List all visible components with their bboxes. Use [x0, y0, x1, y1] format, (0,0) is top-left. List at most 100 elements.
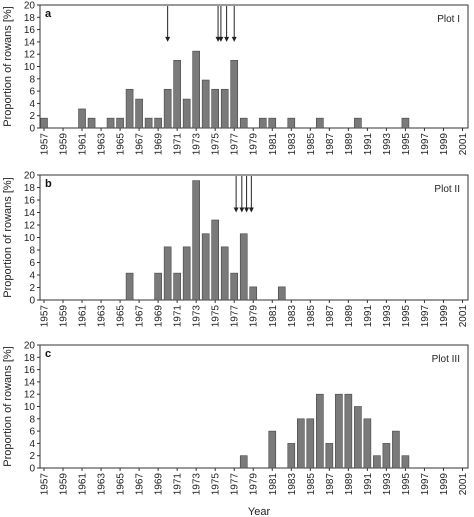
panel-letter: c	[45, 348, 51, 360]
y-tick-label: 0	[29, 464, 35, 475]
bar-1962	[87, 117, 96, 129]
y-tick-label: 20	[24, 171, 36, 182]
x-tick-label: 1993	[382, 133, 393, 156]
arrow-head	[165, 36, 171, 42]
x-tick-label: 1979	[249, 473, 260, 496]
y-tick-label: 0	[29, 296, 35, 307]
y-tick-label: 12	[24, 221, 36, 232]
bar-1957	[40, 117, 48, 129]
x-tick-label: 1973	[192, 133, 203, 156]
y-tick-label: 18	[24, 183, 36, 194]
bar-1964	[106, 117, 115, 129]
x-tick-label: 1991	[363, 133, 374, 156]
bar-1976	[220, 88, 229, 129]
bar-1980	[258, 117, 267, 129]
bar-1981	[268, 117, 277, 129]
x-tick-label: 1995	[401, 473, 412, 496]
bar-1994	[392, 430, 400, 469]
plot-label: Plot I	[437, 14, 460, 25]
x-tick-label: 1967	[135, 305, 146, 328]
x-tick-label: 1961	[78, 305, 89, 328]
y-tick-label: 18	[24, 13, 36, 24]
bar-1971	[173, 60, 181, 129]
y-tick-label: 14	[24, 377, 36, 388]
arrow-head	[248, 207, 254, 213]
bar-1966	[125, 272, 134, 301]
x-tick-label: 1967	[135, 473, 146, 496]
y-tick-label: 20	[24, 1, 36, 12]
y-tick-label: 2	[29, 111, 35, 122]
x-axis-label: Year	[248, 506, 271, 517]
x-tick-label: 1991	[363, 473, 374, 496]
arrow-head	[218, 36, 224, 42]
x-tick-label: 1995	[401, 305, 412, 328]
x-tick-label: 1969	[154, 473, 165, 496]
x-tick-label: 1989	[344, 305, 355, 328]
y-tick-label: 16	[24, 196, 36, 207]
bar-1983	[287, 117, 296, 129]
x-tick-label: 1971	[173, 305, 184, 328]
x-tick-label: 1979	[249, 133, 260, 156]
x-tick-label: 1963	[97, 133, 108, 156]
plot-label: Plot II	[434, 184, 460, 195]
x-tick-label: 1969	[154, 133, 165, 156]
x-tick-label: 1981	[268, 305, 279, 328]
x-tick-label: 1991	[363, 305, 374, 328]
y-axis-label: Proportion of rowans [%]	[2, 177, 14, 297]
bar-1982	[277, 286, 286, 301]
x-tick-label: 1965	[116, 133, 127, 156]
plot-frame	[39, 4, 469, 129]
x-tick-label: 1989	[344, 473, 355, 496]
y-tick-label: 6	[29, 427, 35, 438]
x-tick-label: 1965	[116, 305, 127, 328]
arrow-head	[239, 207, 245, 213]
x-tick-label: 1977	[230, 473, 241, 496]
bar-1977	[230, 272, 239, 301]
x-tick-label: 1997	[420, 133, 431, 156]
bar-1975	[211, 219, 219, 301]
y-tick-label: 16	[24, 25, 36, 36]
y-tick-label: 10	[24, 233, 36, 244]
bar-1989	[344, 393, 353, 469]
x-tick-label: 1995	[401, 133, 412, 156]
bar-1972	[182, 98, 191, 129]
x-tick-label: 1997	[420, 473, 431, 496]
bar-1978	[239, 233, 248, 301]
x-tick-label: 1965	[116, 473, 127, 496]
x-tick-label: 1975	[211, 473, 222, 496]
x-tick-label: 2001	[458, 133, 469, 156]
x-tick-label: 1983	[287, 473, 298, 496]
x-tick-label: 1983	[287, 305, 298, 328]
bar-1977	[230, 60, 239, 129]
arrow-head	[231, 36, 237, 42]
plot-frame	[39, 344, 469, 469]
y-tick-label: 20	[24, 341, 36, 352]
y-tick-label: 8	[29, 414, 35, 425]
panel-letter: b	[45, 178, 52, 190]
bar-1991	[363, 418, 372, 469]
x-tick-label: 1985	[306, 305, 317, 328]
bar-1986	[316, 393, 324, 469]
y-tick-label: 14	[24, 208, 36, 219]
y-tick-label: 8	[29, 246, 35, 257]
x-tick-label: 1999	[439, 305, 450, 328]
x-tick-label: 1957	[40, 133, 51, 156]
x-tick-label: 1981	[268, 133, 279, 156]
y-axis-label: Proportion of rowans [%]	[2, 6, 14, 126]
y-tick-label: 2	[29, 283, 35, 294]
x-tick-label: 1975	[211, 133, 222, 156]
y-tick-label: 12	[24, 390, 36, 401]
bar-1961	[78, 108, 86, 129]
bar-1971	[173, 272, 181, 301]
bar-1967	[135, 98, 143, 129]
bar-1966	[125, 88, 134, 129]
x-tick-label: 1959	[59, 305, 70, 328]
plot-frame	[39, 174, 469, 301]
y-tick-label: 4	[29, 439, 35, 450]
x-tick-label: 1985	[306, 473, 317, 496]
x-tick-label: 1973	[192, 305, 203, 328]
y-tick-label: 10	[24, 402, 36, 413]
y-tick-label: 14	[24, 37, 36, 48]
